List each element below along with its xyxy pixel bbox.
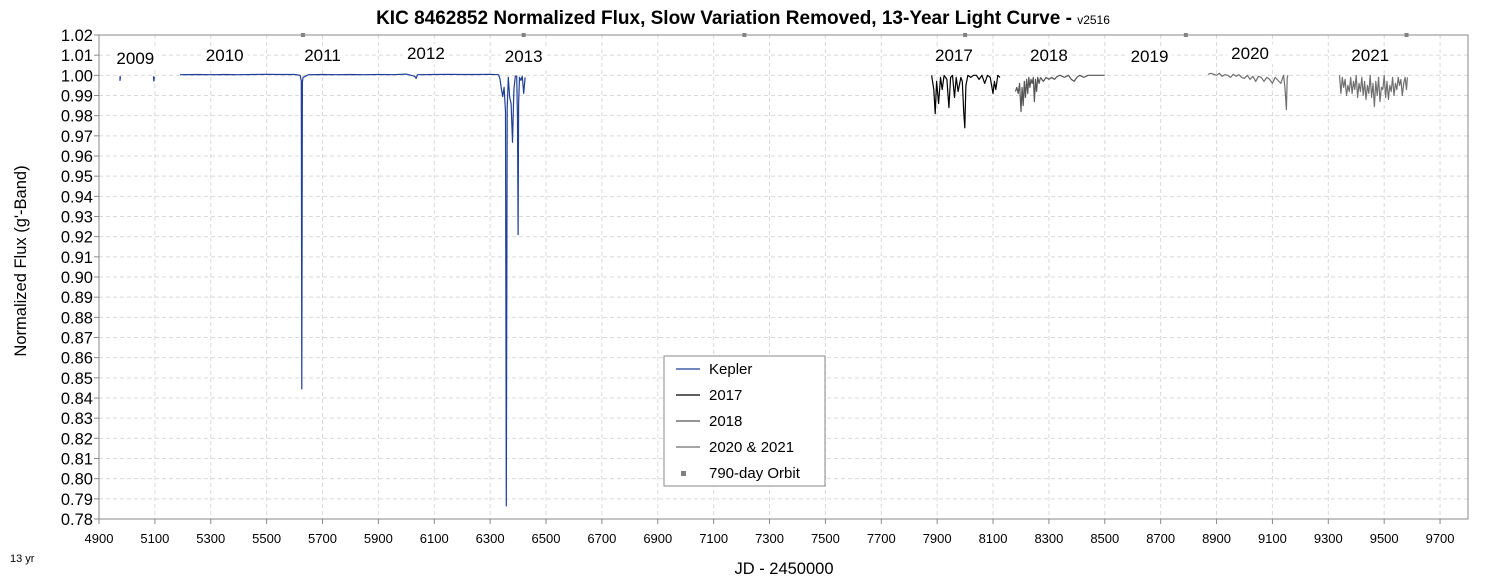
year-label: 2013 <box>505 47 543 66</box>
legend-label: 2020 & 2021 <box>709 439 794 456</box>
year-label-bg <box>500 47 547 68</box>
x-tick-label: 5100 <box>140 531 169 546</box>
x-tick-label: 9100 <box>1258 531 1287 546</box>
y-tick-label: 0.96 <box>61 148 93 166</box>
y-tick-label: 0.80 <box>61 471 93 489</box>
x-tick-label: 9700 <box>1426 531 1455 546</box>
x-tick-label: 8900 <box>1202 531 1231 546</box>
year-label: 2019 <box>1131 47 1169 66</box>
x-tick-label: 6100 <box>420 531 449 546</box>
x-tick-label: 5700 <box>308 531 337 546</box>
y-tick-label: 0.78 <box>61 511 93 529</box>
y-tick-label: 0.95 <box>61 168 93 186</box>
x-tick-label: 7300 <box>755 531 784 546</box>
y-tick-label: 0.87 <box>61 330 93 348</box>
year-label: 2020 <box>1231 44 1269 63</box>
year-label-bg <box>1126 47 1173 68</box>
series-line-kepler <box>119 76 122 82</box>
y-tick-label: 0.98 <box>61 108 93 126</box>
x-tick-label: 8700 <box>1146 531 1175 546</box>
year-label-bg <box>1347 46 1394 67</box>
year-label: 2021 <box>1351 46 1389 65</box>
y-tick-label: 0.83 <box>61 410 93 428</box>
year-label-bg <box>930 46 977 67</box>
y-tick-label: 0.82 <box>61 430 93 448</box>
x-tick-label: 9500 <box>1370 531 1399 546</box>
year-label-bg <box>201 46 248 67</box>
y-tick-label: 1.01 <box>61 47 93 65</box>
chart-title: KIC 8462852 Normalized Flux, Slow Variat… <box>376 8 1110 29</box>
x-tick-label: 6700 <box>587 531 616 546</box>
x-tick-label: 8500 <box>1090 531 1119 546</box>
series-line-kepler <box>152 76 155 82</box>
year-labels: 2009 2010 2011 2012 2013 2017 2018 2019 2020 2021 <box>112 44 1394 70</box>
series-line-2018 <box>1040 74 1105 83</box>
x-tick-label: 9300 <box>1314 531 1343 546</box>
y-tick-label: 0.85 <box>61 370 93 388</box>
year-label-bg <box>1025 46 1072 67</box>
x-tick-label: 8300 <box>1034 531 1063 546</box>
y-tick-label: 0.91 <box>61 249 93 267</box>
grid <box>98 34 1468 520</box>
x-axis-ticks: 4900 5100 5300 5500 5700 5900 6100 6300 6500 6700… <box>85 519 1455 546</box>
y-tick-label: 0.99 <box>61 88 93 106</box>
x-tick-label: 5300 <box>196 531 225 546</box>
x-tick-label: 8100 <box>979 531 1008 546</box>
legend-label: 2018 <box>709 413 742 430</box>
y-tick-label: 1.02 <box>61 27 93 45</box>
year-label: 2011 <box>304 46 341 65</box>
y-tick-label: 0.97 <box>61 128 93 146</box>
x-tick-label: 5500 <box>252 531 281 546</box>
y-tick-label: 0.86 <box>61 350 93 368</box>
year-label: 2017 <box>935 46 973 65</box>
series-lines <box>119 72 1408 507</box>
year-label: 2012 <box>407 44 445 63</box>
y-tick-label: 0.84 <box>61 390 93 408</box>
x-tick-label: 4900 <box>85 531 114 546</box>
y-tick-label: 0.81 <box>61 451 93 469</box>
series-line-2017 <box>931 74 1001 129</box>
series-line-2020-2021 <box>1207 72 1289 111</box>
x-tick-label: 5900 <box>364 531 393 546</box>
y-tick-label: 0.79 <box>61 491 93 509</box>
y-tick-label: 1.00 <box>61 67 93 85</box>
year-label-bg <box>112 49 159 70</box>
x-axis-label: JD - 2450000 <box>734 560 833 578</box>
legend-label: 790-day Orbit <box>709 465 801 482</box>
y-tick-label: 0.89 <box>61 289 93 307</box>
x-tick-label: 7500 <box>811 531 840 546</box>
y-tick-label: 0.88 <box>61 309 93 327</box>
x-tick-label: 6900 <box>643 531 672 546</box>
x-tick-label: 7700 <box>867 531 896 546</box>
x-tick-label: 7100 <box>699 531 728 546</box>
plot-frame <box>98 34 1469 520</box>
series-line-kepler <box>179 73 526 507</box>
legend-swatch-orbit <box>681 471 686 476</box>
year-label-bg <box>402 44 449 65</box>
series-line-2018 <box>1014 76 1042 113</box>
x-tick-label: 7900 <box>923 531 952 546</box>
year-label-bg <box>299 46 346 67</box>
legend-label: 2017 <box>709 387 742 404</box>
y-tick-label: 0.94 <box>61 188 93 206</box>
y-axis-ticks: 0.78 0.79 0.80 0.81 0.82 0.83 0.84 0.85 0.86 0.87… <box>61 27 99 529</box>
footnote: 13 yr <box>10 553 35 565</box>
legend: Kepler 2017 2018 2020 & 2021 790-day Orbit <box>663 355 826 487</box>
legend-label: Kepler <box>709 361 752 378</box>
year-label-bg <box>1227 44 1274 65</box>
x-tick-label: 6300 <box>476 531 505 546</box>
series-line-2020-2021 <box>1338 74 1408 108</box>
y-tick-label: 0.93 <box>61 209 93 227</box>
x-tick-label: 6500 <box>532 531 561 546</box>
y-axis-label: Normalized Flux (g'-Band) <box>12 165 30 356</box>
year-label: 2018 <box>1030 46 1068 65</box>
year-label: 2010 <box>206 46 244 65</box>
y-tick-label: 0.90 <box>61 269 93 287</box>
y-tick-label: 0.92 <box>61 229 93 247</box>
year-label: 2009 <box>116 49 154 68</box>
